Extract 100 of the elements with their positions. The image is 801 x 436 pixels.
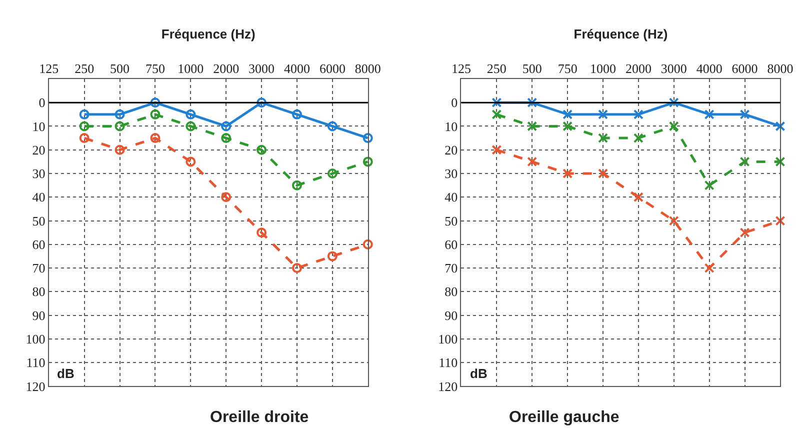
y-tick-label: 60 — [32, 236, 46, 252]
point — [327, 168, 338, 178]
point — [362, 156, 373, 167]
point — [79, 133, 90, 144]
point — [114, 144, 125, 155]
x-tick-label: 750 — [145, 60, 165, 76]
x-tick-label: 4000 — [284, 60, 310, 76]
x-axis-title: Fréquence (Hz) — [574, 26, 668, 42]
point — [598, 109, 608, 120]
point — [79, 109, 90, 120]
y-tick-label: 10 — [32, 118, 46, 134]
y-tick-label: 0 — [38, 95, 46, 110]
y-tick-label: 100 — [26, 331, 46, 346]
y-tick-label: 80 — [444, 284, 458, 300]
point — [668, 121, 679, 132]
x-tick-label: 500 — [110, 60, 130, 76]
point — [150, 133, 160, 144]
x-tick-label: 750 — [558, 60, 578, 76]
point — [668, 216, 679, 226]
point — [775, 156, 786, 167]
y-tick-label: 120 — [26, 378, 46, 394]
point — [79, 121, 90, 132]
point — [256, 144, 267, 155]
x-tick-label: 4000 — [696, 60, 722, 76]
y-tick-label: 40 — [32, 190, 46, 205]
x-tick-label: 1000 — [178, 60, 204, 76]
y-tick-label: 80 — [32, 284, 46, 300]
point — [704, 263, 714, 274]
x-tick-label: 125 — [451, 60, 471, 76]
point — [221, 121, 232, 132]
y-tick-label: 30 — [444, 166, 458, 182]
x-tick-label: 2000 — [213, 60, 240, 76]
point — [150, 98, 160, 108]
y-tick-label: 70 — [32, 260, 46, 276]
x-tick-label: 500 — [522, 60, 542, 76]
y-tick-label: 110 — [438, 355, 458, 370]
point — [562, 168, 573, 178]
x-tick-label: 3000 — [248, 60, 275, 76]
point — [114, 121, 125, 132]
text: Oreille droite — [210, 409, 309, 426]
y-tick-label: 60 — [444, 236, 458, 252]
point — [633, 192, 644, 202]
point — [114, 109, 125, 120]
point — [775, 121, 786, 132]
y-tick-label: 30 — [32, 166, 46, 182]
x-tick-label: 3000 — [660, 60, 687, 76]
point — [186, 109, 196, 120]
point — [362, 133, 373, 144]
y-tick-label: 50 — [32, 213, 46, 228]
point — [221, 192, 232, 202]
y-tick-label: 40 — [444, 190, 458, 205]
point — [740, 228, 750, 238]
y-tick-label: 20 — [444, 142, 458, 158]
point — [492, 144, 502, 155]
point — [598, 133, 608, 144]
y-tick-label: 120 — [438, 378, 458, 394]
x-tick-label: 2000 — [625, 60, 652, 76]
point — [327, 251, 338, 262]
point — [492, 109, 502, 120]
point — [292, 180, 302, 190]
point — [292, 109, 302, 120]
point — [633, 109, 644, 120]
x-tick-label: 125 — [39, 60, 59, 76]
point — [598, 168, 608, 178]
y-tick-label: 90 — [32, 308, 46, 323]
x-tick-label: 1000 — [590, 60, 616, 76]
point — [740, 156, 750, 167]
x-tick-label: 8000 — [354, 60, 381, 76]
annotation: dB — [57, 366, 74, 381]
point — [562, 109, 573, 120]
point — [527, 121, 538, 132]
point — [256, 228, 267, 238]
y-tick-label: 50 — [444, 213, 458, 228]
y-tick-label: 70 — [444, 260, 458, 276]
text: Oreille gauche — [509, 409, 620, 426]
y-tick-label: 90 — [444, 308, 458, 323]
point — [221, 133, 232, 144]
point — [527, 156, 538, 167]
y-tick-label: 0 — [451, 95, 458, 110]
x-tick-label: 250 — [74, 60, 94, 76]
point — [740, 109, 750, 120]
point — [704, 180, 714, 190]
x-tick-label: 6000 — [732, 60, 758, 76]
y-tick-label: 10 — [444, 118, 458, 134]
point — [775, 216, 786, 226]
x-tick-label: 6000 — [319, 60, 346, 76]
point — [562, 121, 573, 132]
y-tick-label: 110 — [26, 355, 46, 370]
point — [150, 109, 160, 120]
x-tick-label: 8000 — [767, 60, 794, 76]
point — [668, 98, 679, 108]
y-tick-label: 20 — [32, 142, 46, 158]
y-tick-label: 100 — [438, 331, 458, 346]
point — [292, 263, 302, 274]
x-axis-title: Fréquence (Hz) — [161, 26, 256, 42]
point — [186, 121, 196, 132]
point — [492, 98, 502, 108]
point — [527, 98, 538, 108]
annotation: dB — [470, 366, 488, 381]
point — [186, 156, 196, 167]
